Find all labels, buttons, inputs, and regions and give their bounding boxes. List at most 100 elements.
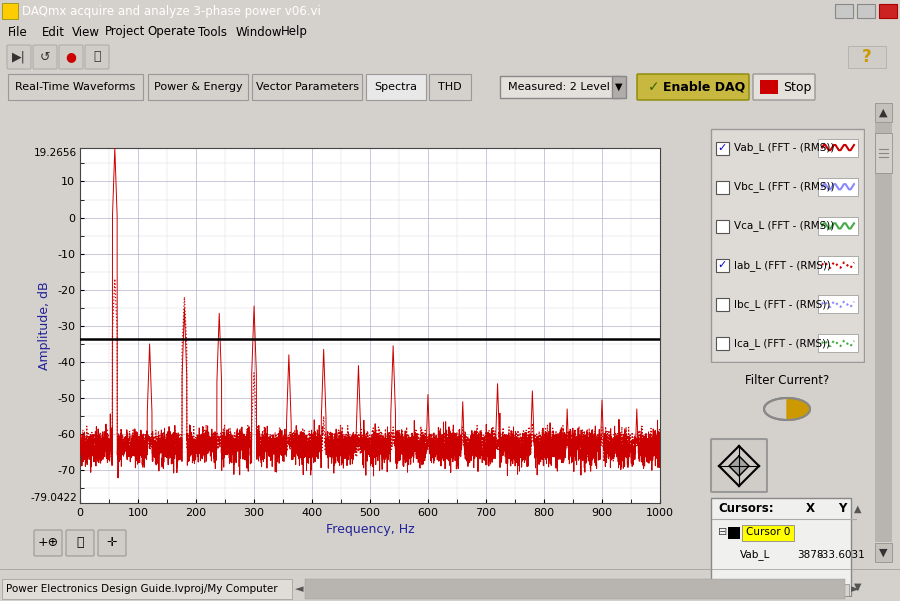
- Text: ⊟: ⊟: [718, 527, 727, 537]
- Ellipse shape: [764, 398, 810, 420]
- Bar: [875, 123, 892, 542]
- FancyBboxPatch shape: [716, 259, 729, 272]
- Text: Tools: Tools: [198, 25, 227, 38]
- Text: ►: ►: [839, 585, 845, 594]
- Text: Measured: 2 Level: Measured: 2 Level: [508, 82, 610, 92]
- Text: ⏸: ⏸: [94, 50, 101, 64]
- Polygon shape: [729, 456, 749, 476]
- Text: ▼: ▼: [616, 82, 623, 92]
- Text: View: View: [72, 25, 100, 38]
- Bar: [875, 103, 892, 122]
- FancyBboxPatch shape: [711, 129, 864, 362]
- FancyBboxPatch shape: [818, 295, 858, 313]
- Text: ↺: ↺: [40, 50, 50, 64]
- X-axis label: Frequency, Hz: Frequency, Hz: [326, 523, 414, 537]
- Text: ✛: ✛: [107, 537, 117, 549]
- FancyBboxPatch shape: [66, 530, 94, 556]
- Bar: [305, 579, 845, 599]
- Text: -79.0422: -79.0422: [31, 493, 77, 503]
- FancyBboxPatch shape: [711, 439, 767, 492]
- FancyBboxPatch shape: [857, 4, 875, 18]
- FancyBboxPatch shape: [59, 45, 83, 69]
- Text: ▲: ▲: [879, 108, 887, 118]
- FancyBboxPatch shape: [716, 142, 729, 154]
- FancyBboxPatch shape: [753, 74, 815, 100]
- Text: Power & Energy: Power & Energy: [154, 82, 242, 92]
- Text: Vab_L: Vab_L: [740, 549, 770, 561]
- Polygon shape: [787, 398, 810, 420]
- Bar: [760, 80, 778, 94]
- Text: 3878: 3878: [796, 550, 824, 560]
- FancyBboxPatch shape: [711, 498, 851, 596]
- Text: Power Electronics Design Guide.lvproj/My Computer: Power Electronics Design Guide.lvproj/My…: [6, 584, 277, 594]
- Text: Operate: Operate: [147, 25, 195, 38]
- Text: Iab_L (FFT - (RMS)): Iab_L (FFT - (RMS)): [734, 260, 831, 270]
- FancyBboxPatch shape: [98, 530, 126, 556]
- Bar: [875, 543, 892, 562]
- FancyBboxPatch shape: [818, 217, 858, 235]
- FancyBboxPatch shape: [148, 74, 248, 100]
- FancyBboxPatch shape: [85, 45, 109, 69]
- Text: Spectra: Spectra: [374, 82, 418, 92]
- FancyBboxPatch shape: [34, 530, 62, 556]
- Text: Cursors:: Cursors:: [718, 502, 774, 516]
- Text: Vbc_L (FFT - (RMS)): Vbc_L (FFT - (RMS)): [734, 182, 834, 192]
- FancyBboxPatch shape: [835, 4, 853, 18]
- Text: 🔍: 🔍: [76, 537, 84, 549]
- Text: Filter Current?: Filter Current?: [745, 374, 829, 388]
- Text: THD: THD: [438, 82, 462, 92]
- FancyBboxPatch shape: [429, 74, 471, 100]
- Text: ?: ?: [862, 48, 872, 66]
- FancyBboxPatch shape: [7, 45, 31, 69]
- FancyBboxPatch shape: [818, 256, 858, 274]
- Text: ▶|: ▶|: [12, 50, 26, 64]
- Text: ▼: ▼: [854, 582, 861, 592]
- Text: Vab_L (FFT - (RMS)): Vab_L (FFT - (RMS)): [734, 142, 834, 153]
- FancyBboxPatch shape: [33, 45, 57, 69]
- FancyBboxPatch shape: [716, 181, 729, 194]
- Y-axis label: Amplitude, dB: Amplitude, dB: [39, 281, 51, 370]
- Text: ●: ●: [66, 50, 77, 64]
- FancyBboxPatch shape: [716, 337, 729, 350]
- FancyBboxPatch shape: [716, 220, 729, 233]
- Text: Project: Project: [105, 25, 146, 38]
- Text: Stop: Stop: [783, 81, 812, 94]
- Text: ✓: ✓: [718, 260, 727, 270]
- Text: Ica_L (FFT - (RMS)): Ica_L (FFT - (RMS)): [734, 338, 830, 349]
- FancyBboxPatch shape: [2, 579, 292, 599]
- Bar: [728, 527, 740, 539]
- Text: Cursor 0: Cursor 0: [746, 527, 790, 537]
- FancyBboxPatch shape: [8, 74, 143, 100]
- Text: DAQmx acquire and analyze 3-phase power v06.vi: DAQmx acquire and analyze 3-phase power …: [22, 4, 321, 17]
- FancyBboxPatch shape: [500, 76, 620, 98]
- Text: +⊕: +⊕: [38, 537, 58, 549]
- Text: 19.2656: 19.2656: [34, 148, 77, 158]
- Text: X: X: [806, 502, 814, 516]
- Bar: [875, 133, 892, 173]
- FancyBboxPatch shape: [742, 525, 794, 541]
- Text: Enable DAQ: Enable DAQ: [663, 81, 745, 94]
- Text: Vca_L (FFT - (RMS)): Vca_L (FFT - (RMS)): [734, 221, 834, 231]
- Text: Help: Help: [281, 25, 308, 38]
- FancyBboxPatch shape: [637, 74, 749, 100]
- Text: Vector Parameters: Vector Parameters: [256, 82, 358, 92]
- FancyBboxPatch shape: [612, 76, 626, 98]
- FancyBboxPatch shape: [879, 4, 897, 18]
- Text: Y: Y: [838, 502, 846, 516]
- Text: ✓: ✓: [648, 80, 660, 94]
- FancyBboxPatch shape: [818, 139, 858, 157]
- FancyBboxPatch shape: [252, 74, 362, 100]
- Bar: [711, 584, 849, 596]
- Text: ►: ►: [851, 584, 860, 594]
- Text: File: File: [8, 25, 28, 38]
- Text: ▼: ▼: [879, 548, 887, 558]
- Text: ▲: ▲: [854, 504, 861, 514]
- Bar: [2, 3, 18, 19]
- Text: Real-Time Waveforms: Real-Time Waveforms: [15, 82, 136, 92]
- FancyBboxPatch shape: [818, 334, 858, 352]
- Text: Window: Window: [236, 25, 283, 38]
- Text: ◄: ◄: [715, 585, 721, 594]
- Text: ◄: ◄: [295, 584, 303, 594]
- FancyBboxPatch shape: [366, 74, 426, 100]
- FancyBboxPatch shape: [716, 298, 729, 311]
